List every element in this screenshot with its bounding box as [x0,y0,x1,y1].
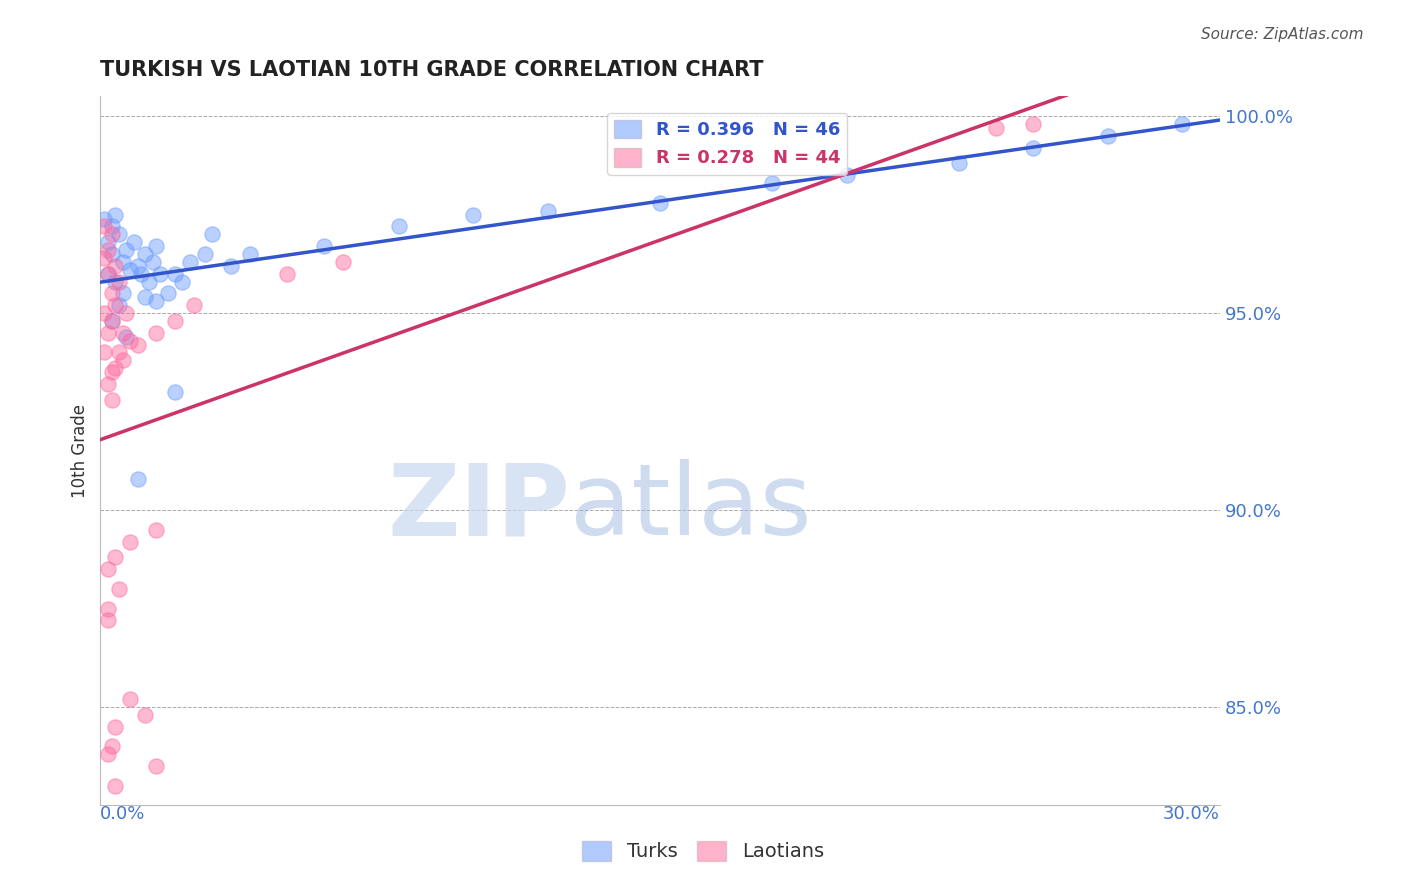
Point [100,365,122,379]
Point [219,259,242,273]
Text: 30.0%: 30.0% [1163,805,1220,823]
Y-axis label: 10th Grade: 10th Grade [72,404,89,498]
Point [201,227,224,242]
Point [835,168,858,182]
Point [145,759,167,773]
Point [120,262,142,277]
Point [163,267,186,281]
Point [388,219,411,234]
Point [108,582,131,596]
Point [120,334,142,348]
Point [93,345,115,359]
Point [145,239,167,253]
Point [122,235,145,250]
Point [276,267,298,281]
Point [104,275,127,289]
Point [1097,128,1119,143]
Point [314,239,336,253]
Point [127,471,149,485]
Point [100,392,122,407]
Point [93,251,115,265]
Point [100,219,122,234]
Point [111,255,134,269]
Point [648,195,671,210]
Point [172,275,194,289]
Point [100,286,122,301]
Point [93,211,115,226]
Point [163,384,186,399]
Text: Source: ZipAtlas.com: Source: ZipAtlas.com [1201,27,1364,42]
Point [142,255,165,269]
Point [145,326,167,340]
Point [97,235,120,250]
Point [138,275,160,289]
Point [145,523,167,537]
Point [104,550,127,565]
Point [183,298,205,312]
Point [104,779,127,793]
Point [134,247,156,261]
Point [97,562,120,576]
Point [127,337,149,351]
Point [97,267,120,281]
Point [194,247,217,261]
Point [97,747,120,762]
Point [93,306,115,320]
Point [1022,141,1045,155]
Text: 0.0%: 0.0% [100,805,146,823]
Point [984,120,1007,135]
Point [120,534,142,549]
Point [156,286,179,301]
Point [111,326,134,340]
Point [100,739,122,754]
Point [1171,117,1194,131]
Point [239,247,262,261]
Point [131,267,153,281]
Point [100,314,122,328]
Point [104,361,127,376]
Point [145,294,167,309]
Point [163,314,186,328]
Point [115,306,138,320]
Point [111,286,134,301]
Point [97,613,120,627]
Point [948,156,970,170]
Point [332,255,354,269]
Point [97,376,120,391]
Point [97,601,120,615]
Point [104,208,127,222]
Point [761,176,783,190]
Point [149,267,172,281]
Point [104,298,127,312]
Point [100,247,122,261]
Text: TURKISH VS LAOTIAN 10TH GRADE CORRELATION CHART: TURKISH VS LAOTIAN 10TH GRADE CORRELATIO… [100,60,763,79]
Point [463,208,485,222]
Point [108,345,131,359]
Point [179,255,201,269]
Point [134,707,156,722]
Point [111,353,134,368]
Point [108,227,131,242]
Point [97,326,120,340]
Point [108,298,131,312]
Point [115,329,138,343]
Point [100,227,122,242]
Legend: Turks, Laotians: Turks, Laotians [574,833,832,869]
Point [100,314,122,328]
Point [104,259,127,273]
Point [120,692,142,706]
Point [537,203,560,218]
Point [127,259,149,273]
Point [134,290,156,304]
Point [1022,117,1045,131]
Legend: R = 0.396   N = 46, R = 0.278   N = 44: R = 0.396 N = 46, R = 0.278 N = 44 [607,112,848,175]
Text: ZIP: ZIP [388,459,571,557]
Text: atlas: atlas [571,459,813,557]
Point [115,243,138,257]
Point [108,275,131,289]
Point [97,243,120,257]
Point [93,219,115,234]
Point [97,267,120,281]
Point [104,720,127,734]
